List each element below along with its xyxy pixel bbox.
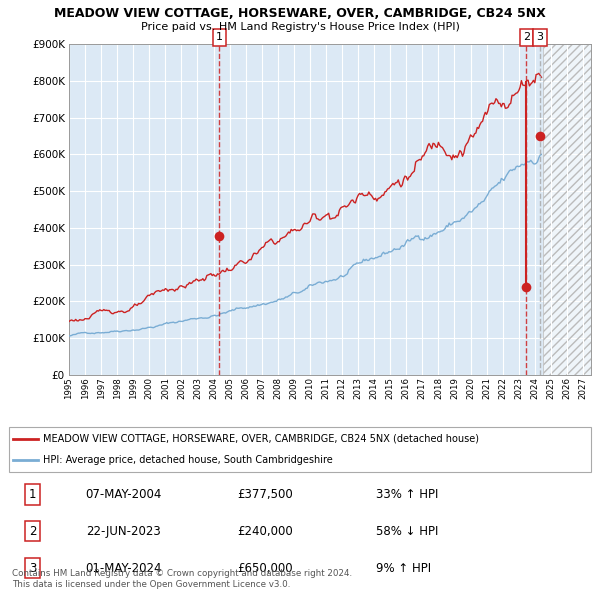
Text: 2013: 2013 [353, 377, 362, 399]
Text: 22-JUN-2023: 22-JUN-2023 [86, 525, 161, 538]
Text: 2016: 2016 [402, 377, 411, 399]
Text: Price paid vs. HM Land Registry's House Price Index (HPI): Price paid vs. HM Land Registry's House … [140, 22, 460, 32]
Text: 58% ↓ HPI: 58% ↓ HPI [376, 525, 439, 538]
Text: 1997: 1997 [97, 377, 106, 399]
Text: 2023: 2023 [514, 377, 523, 399]
Text: 2026: 2026 [562, 377, 571, 399]
Text: 2017: 2017 [418, 377, 427, 399]
Text: 2021: 2021 [482, 377, 491, 399]
Text: 2018: 2018 [434, 377, 443, 399]
Text: 2020: 2020 [466, 377, 475, 399]
Text: 2012: 2012 [338, 377, 347, 399]
Text: 2: 2 [523, 32, 530, 42]
Text: 2: 2 [29, 525, 36, 538]
Text: 1998: 1998 [113, 377, 122, 399]
Text: 2000: 2000 [145, 377, 154, 399]
Text: 3: 3 [29, 562, 36, 575]
Text: 2019: 2019 [450, 377, 459, 399]
Text: £377,500: £377,500 [237, 488, 293, 501]
Text: 3: 3 [536, 32, 544, 42]
Text: 2009: 2009 [289, 377, 298, 399]
Text: MEADOW VIEW COTTAGE, HORSEWARE, OVER, CAMBRIDGE, CB24 5NX (detached house): MEADOW VIEW COTTAGE, HORSEWARE, OVER, CA… [43, 434, 479, 444]
Text: £650,000: £650,000 [237, 562, 293, 575]
Text: MEADOW VIEW COTTAGE, HORSEWARE, OVER, CAMBRIDGE, CB24 5NX: MEADOW VIEW COTTAGE, HORSEWARE, OVER, CA… [54, 7, 546, 20]
Text: 9% ↑ HPI: 9% ↑ HPI [376, 562, 431, 575]
FancyBboxPatch shape [9, 427, 591, 472]
Text: 2005: 2005 [225, 377, 234, 399]
Text: 01-MAY-2024: 01-MAY-2024 [85, 562, 162, 575]
Text: 07-MAY-2004: 07-MAY-2004 [85, 488, 162, 501]
Text: 1: 1 [215, 32, 223, 42]
Text: 2010: 2010 [305, 377, 314, 399]
Text: 2003: 2003 [193, 377, 202, 399]
Text: 1995: 1995 [65, 377, 74, 399]
Bar [543, 44, 591, 375]
Text: 2014: 2014 [370, 377, 379, 399]
Text: 2008: 2008 [273, 377, 282, 399]
Text: 1: 1 [29, 488, 36, 501]
Text: 2004: 2004 [209, 377, 218, 399]
Text: 2015: 2015 [386, 377, 395, 399]
Text: 2025: 2025 [547, 377, 556, 399]
Text: 2011: 2011 [322, 377, 331, 399]
Text: HPI: Average price, detached house, South Cambridgeshire: HPI: Average price, detached house, Sout… [43, 455, 333, 465]
Text: 2002: 2002 [177, 377, 186, 399]
Text: 2006: 2006 [241, 377, 250, 399]
Text: 2001: 2001 [161, 377, 170, 399]
Text: 1999: 1999 [129, 377, 138, 399]
Text: 2007: 2007 [257, 377, 266, 399]
Text: 2022: 2022 [498, 377, 507, 399]
Text: £240,000: £240,000 [237, 525, 293, 538]
Text: 2024: 2024 [530, 377, 539, 399]
Text: Contains HM Land Registry data © Crown copyright and database right 2024.
This d: Contains HM Land Registry data © Crown c… [12, 569, 352, 589]
Bar [543, 44, 591, 375]
Text: 1996: 1996 [80, 377, 89, 399]
Text: 2027: 2027 [578, 377, 587, 399]
Text: 33% ↑ HPI: 33% ↑ HPI [376, 488, 439, 501]
